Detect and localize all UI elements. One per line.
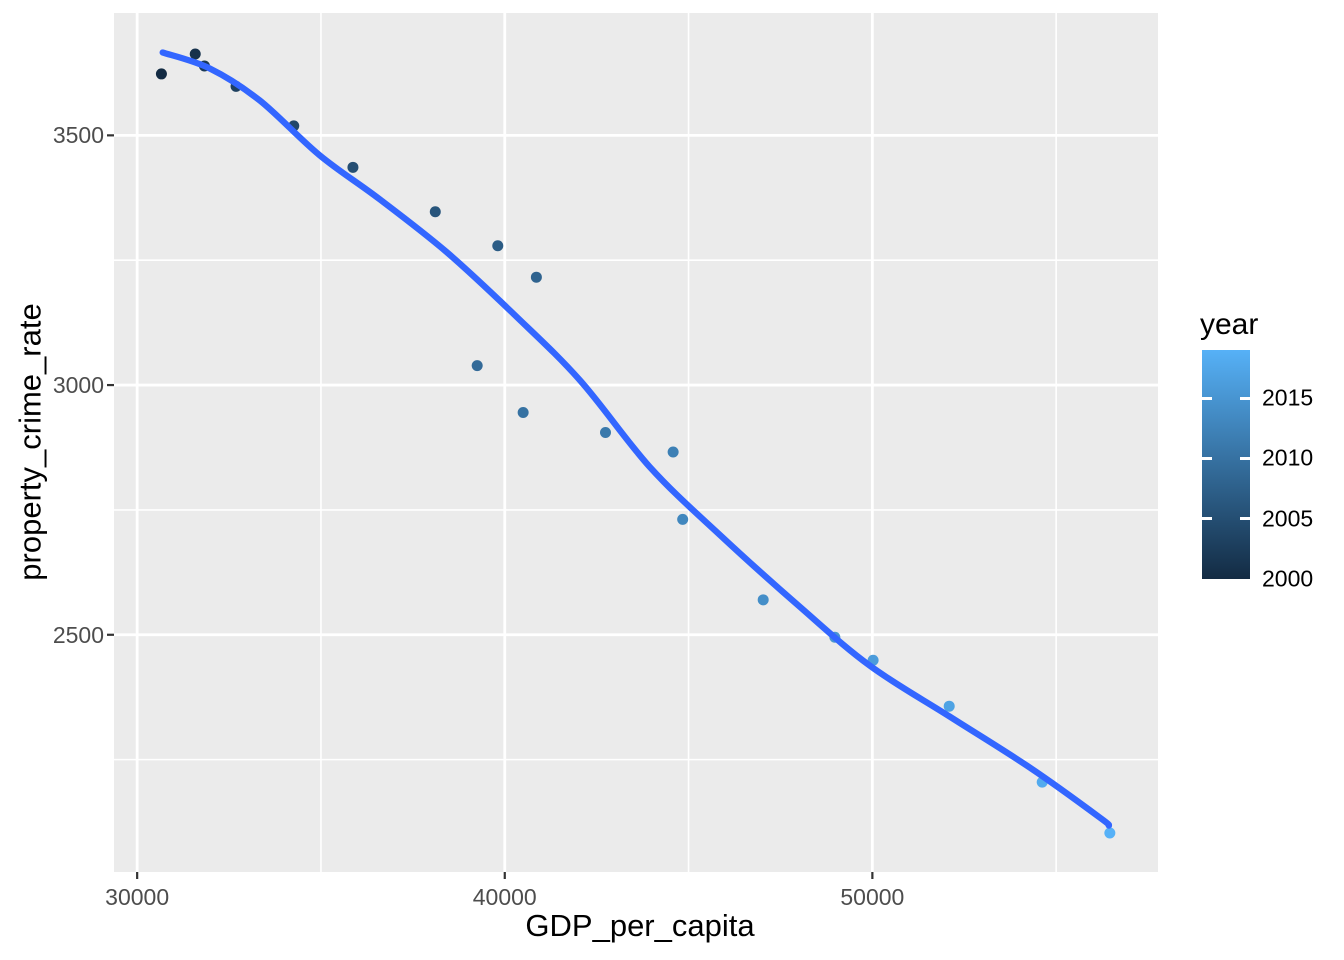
data-point-2013 — [677, 513, 689, 525]
legend-label-2015: 2015 — [1262, 384, 1314, 411]
legend-colorbar-tick-2005 — [1202, 517, 1212, 521]
data-point-2017 — [943, 700, 955, 712]
y-tick-label-3500: 3500 — [52, 122, 104, 149]
legend-label-2010: 2010 — [1262, 444, 1314, 471]
legend-colorbar-tick-2005 — [1240, 517, 1250, 521]
x-tick-label-40000: 40000 — [472, 884, 537, 910]
y-tick-label-3000: 3000 — [52, 372, 104, 399]
y-tick-label-2500: 2500 — [52, 621, 104, 648]
data-point-2014 — [757, 594, 769, 606]
y-axis-title: property_crime_rate — [12, 303, 48, 581]
data-point-2006 — [429, 206, 441, 218]
legend-label-2005: 2005 — [1262, 505, 1314, 532]
data-point-2000 — [155, 68, 167, 80]
data-point-2008 — [530, 271, 542, 283]
x-tick-label-30000: 30000 — [105, 884, 170, 910]
legend-title: year — [1200, 308, 1259, 341]
legend-colorbar-tick-2010 — [1202, 456, 1212, 460]
data-point-2005 — [347, 161, 359, 173]
x-tick-label-50000: 50000 — [840, 884, 905, 910]
data-point-2010 — [517, 407, 529, 419]
legend-colorbar-tick-2010 — [1240, 456, 1250, 460]
plot-panel — [114, 13, 1158, 872]
data-point-2012 — [667, 446, 679, 458]
data-point-2019 — [1104, 827, 1116, 839]
data-point-2001 — [189, 48, 201, 60]
legend-colorbar-tick-2015 — [1240, 396, 1250, 400]
data-point-2009 — [471, 360, 483, 372]
data-point-2007 — [492, 240, 504, 252]
x-axis-title: GDP_per_capita — [525, 908, 755, 943]
data-point-2011 — [599, 427, 611, 439]
legend-colorbar-tick-2015 — [1202, 396, 1212, 400]
legend-label-2000: 2000 — [1262, 565, 1314, 592]
loess-smooth-line — [159, 49, 1113, 829]
legend-colorbar — [1202, 350, 1250, 579]
